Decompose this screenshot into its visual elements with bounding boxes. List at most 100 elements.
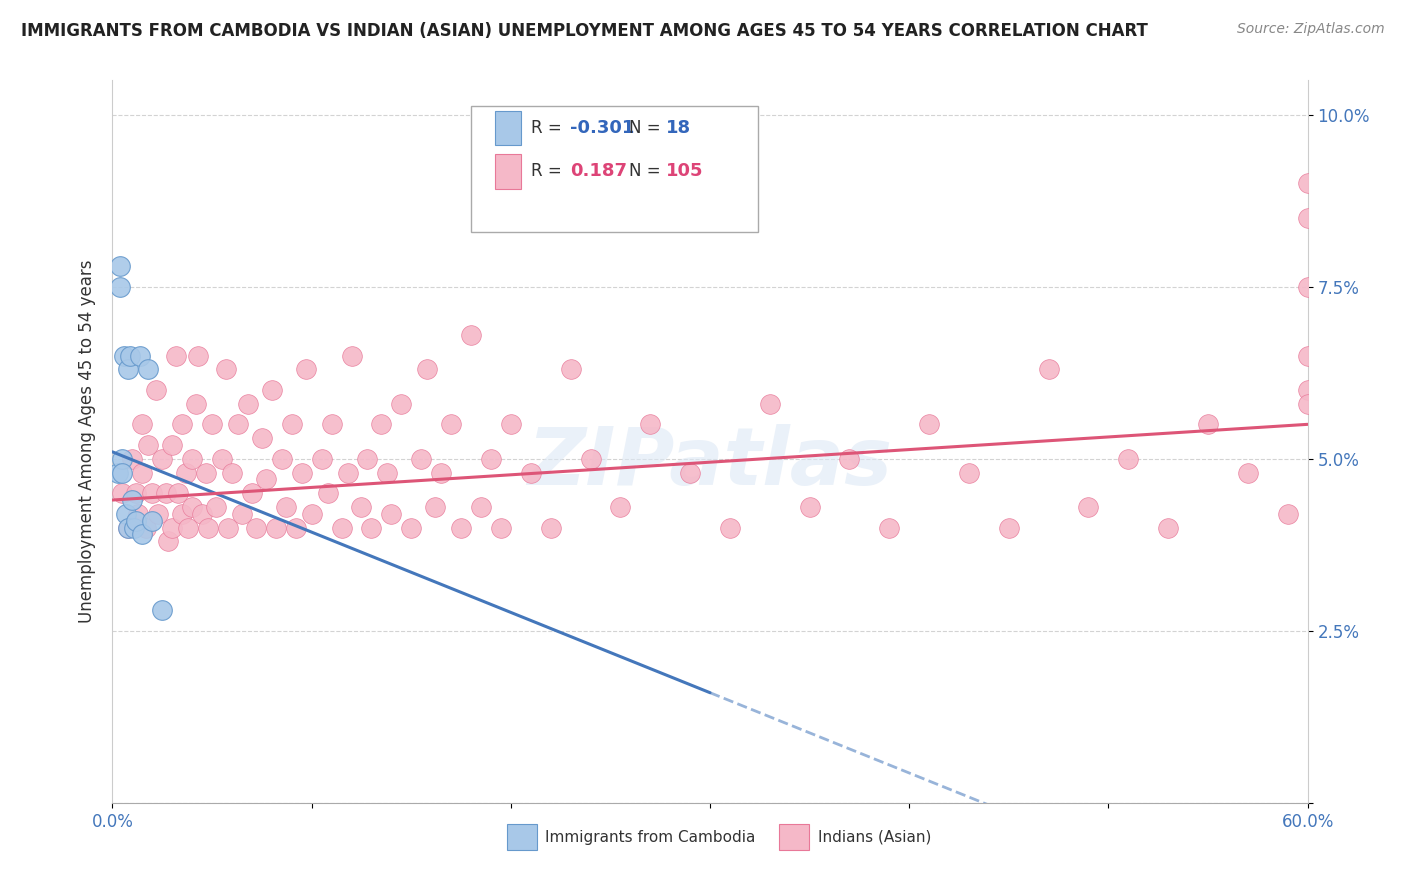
- Point: [148, 507, 170, 521]
- Point: [117, 362, 139, 376]
- Y-axis label: Unemployment Among Ages 45 to 54 years: Unemployment Among Ages 45 to 54 years: [77, 260, 96, 624]
- Point: [264, 520, 287, 534]
- FancyBboxPatch shape: [471, 105, 758, 232]
- Point: [211, 451, 233, 466]
- Point: [389, 397, 412, 411]
- Text: -0.301: -0.301: [571, 119, 634, 137]
- Point: [679, 466, 702, 480]
- Point: [174, 466, 197, 480]
- Text: 105: 105: [666, 162, 703, 180]
- Point: [360, 520, 382, 534]
- Point: [187, 349, 209, 363]
- Point: [195, 466, 218, 480]
- Point: [1296, 383, 1319, 397]
- Point: [114, 349, 135, 363]
- Point: [155, 486, 177, 500]
- Point: [311, 451, 333, 466]
- Point: [1296, 349, 1319, 363]
- Point: [401, 520, 423, 534]
- Point: [718, 520, 741, 534]
- Point: [540, 520, 562, 534]
- Point: [162, 438, 183, 452]
- Point: [197, 520, 219, 534]
- Point: [181, 451, 204, 466]
- FancyBboxPatch shape: [495, 154, 522, 188]
- Point: [138, 362, 160, 376]
- Point: [274, 500, 297, 514]
- Text: Indians (Asian): Indians (Asian): [818, 830, 931, 845]
- Text: Source: ZipAtlas.com: Source: ZipAtlas.com: [1237, 22, 1385, 37]
- Point: [150, 603, 173, 617]
- Point: [998, 520, 1021, 534]
- Point: [167, 486, 190, 500]
- Point: [186, 397, 208, 411]
- Point: [131, 527, 153, 541]
- Point: [430, 466, 453, 480]
- Text: 18: 18: [666, 119, 690, 137]
- Point: [217, 520, 239, 534]
- Point: [260, 383, 283, 397]
- Point: [115, 507, 138, 521]
- Point: [321, 417, 343, 432]
- Point: [131, 466, 153, 480]
- Point: [1197, 417, 1219, 432]
- Point: [270, 451, 292, 466]
- Point: [111, 486, 134, 500]
- Text: R =: R =: [531, 162, 567, 180]
- Point: [1157, 520, 1180, 534]
- Point: [336, 466, 359, 480]
- Point: [316, 486, 339, 500]
- Point: [440, 417, 463, 432]
- Point: [1038, 362, 1060, 376]
- Point: [284, 520, 307, 534]
- FancyBboxPatch shape: [508, 824, 537, 850]
- Point: [411, 451, 433, 466]
- Point: [416, 362, 439, 376]
- Point: [425, 500, 447, 514]
- Point: [1277, 507, 1299, 521]
- Point: [129, 349, 152, 363]
- Point: [377, 466, 399, 480]
- Point: [131, 417, 153, 432]
- Text: N =: N =: [628, 119, 665, 137]
- Point: [226, 417, 249, 432]
- Point: [799, 500, 821, 514]
- Text: R =: R =: [531, 119, 567, 137]
- Point: [1296, 211, 1319, 225]
- Point: [172, 507, 194, 521]
- Point: [560, 362, 582, 376]
- Point: [191, 507, 214, 521]
- Point: [135, 520, 157, 534]
- Point: [520, 466, 543, 480]
- Point: [141, 514, 163, 528]
- Point: [231, 507, 253, 521]
- Point: [838, 451, 860, 466]
- Point: [138, 438, 160, 452]
- Point: [281, 417, 304, 432]
- Text: 0.187: 0.187: [571, 162, 627, 180]
- Point: [489, 520, 512, 534]
- Point: [124, 520, 146, 534]
- Point: [127, 507, 149, 521]
- Point: [254, 472, 277, 486]
- Point: [236, 397, 259, 411]
- Point: [157, 534, 180, 549]
- Point: [879, 520, 901, 534]
- Point: [165, 349, 187, 363]
- Point: [1296, 177, 1319, 191]
- Point: [1077, 500, 1099, 514]
- Point: [215, 362, 238, 376]
- Point: [957, 466, 980, 480]
- Point: [121, 451, 143, 466]
- Point: [121, 493, 143, 508]
- Point: [330, 520, 353, 534]
- Point: [294, 362, 316, 376]
- Point: [145, 383, 167, 397]
- Point: [450, 520, 472, 534]
- Point: [1296, 279, 1319, 293]
- Point: [350, 500, 373, 514]
- Point: [125, 514, 148, 528]
- Point: [301, 507, 323, 521]
- Point: [1237, 466, 1260, 480]
- Point: [117, 520, 139, 534]
